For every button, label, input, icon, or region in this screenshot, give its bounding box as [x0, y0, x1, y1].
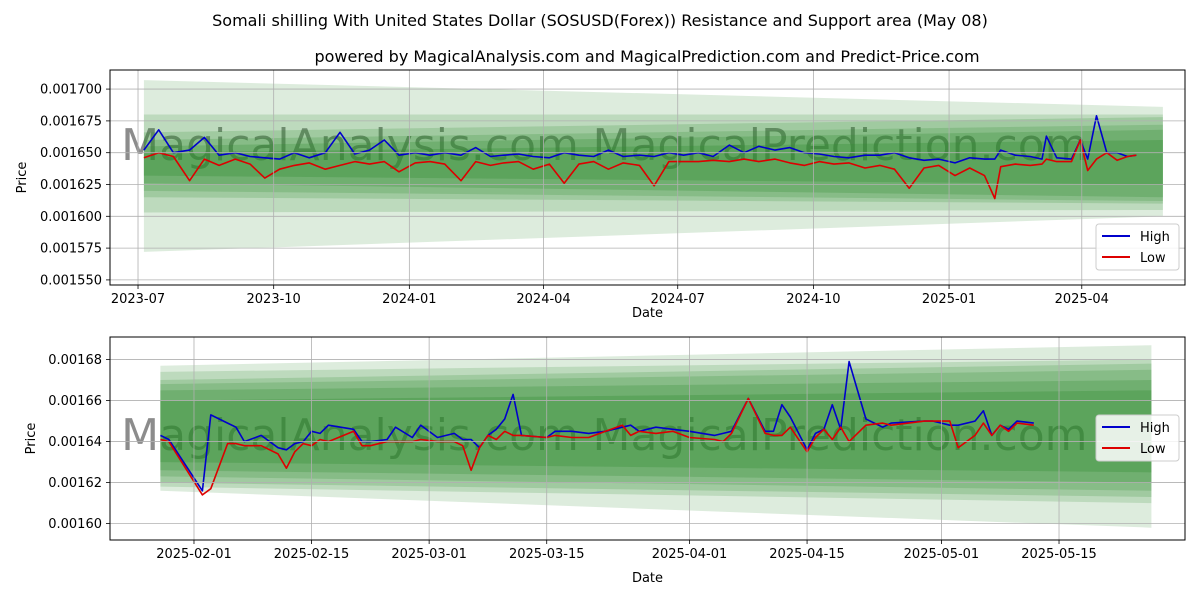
support-resistance-band — [160, 345, 1152, 528]
legend-label-high: High — [1140, 230, 1170, 245]
series-line-low — [143, 139, 1137, 200]
x-tick-label: 2025-02-01 — [156, 547, 232, 562]
watermark-text: MagicalAnalysis.com — [121, 410, 579, 461]
chart-title: Somali shilling With United States Dolla… — [212, 11, 988, 30]
plot-area: MagicalAnalysis.com MagicalPrediction.com — [121, 80, 1163, 252]
series-line-high — [143, 115, 1137, 164]
series-line-high — [160, 360, 1034, 492]
y-tick-label: 0.001650 — [40, 146, 102, 161]
y-tick-label: 0.001625 — [40, 178, 102, 193]
axes-frame — [109, 69, 1186, 286]
y-tick-label: 0.001600 — [40, 210, 102, 225]
legend: High Low — [1095, 414, 1180, 462]
x-axis-label: Date — [632, 571, 663, 586]
legend: High Low — [1095, 223, 1180, 271]
y-tick-label: 0.00168 — [48, 353, 102, 368]
y-axis-label: Price — [15, 162, 30, 194]
upper-chart-panel: MagicalAnalysis.com MagicalPrediction.com… — [15, 69, 1186, 321]
legend-label-high: High — [1140, 421, 1170, 436]
watermark-text: MagicalPrediction.com — [593, 120, 1088, 171]
x-tick-label: 2025-01 — [922, 292, 976, 307]
support-resistance-band — [143, 139, 1163, 185]
legend-label-low: Low — [1140, 442, 1166, 457]
legend-label-low: Low — [1140, 251, 1166, 266]
support-resistance-band — [160, 369, 1152, 491]
x-tick-label: 2023-10 — [247, 292, 301, 307]
support-resistance-band — [143, 117, 1163, 204]
axes-frame — [109, 336, 1186, 541]
series-line-low — [160, 397, 1034, 496]
y-axis-label: Price — [24, 423, 39, 455]
x-tick-label: 2025-03-01 — [391, 547, 467, 562]
x-tick-label: 2025-05-15 — [1021, 547, 1097, 562]
x-tick-label: 2025-04 — [1055, 292, 1109, 307]
x-axis-label: Date — [632, 306, 663, 321]
y-tick-label: 0.001700 — [40, 83, 102, 98]
x-tick-label: 2025-04-01 — [652, 547, 728, 562]
x-tick-label: 2024-04 — [516, 292, 570, 307]
lower-chart-panel: MagicalAnalysis.com MagicalPrediction.com… — [24, 336, 1186, 586]
y-tick-label: 0.001675 — [40, 114, 102, 129]
plot-area: MagicalAnalysis.com MagicalPrediction.com — [121, 345, 1152, 528]
y-tick-label: 0.00162 — [48, 476, 102, 491]
x-tick-label: 2024-01 — [382, 292, 436, 307]
x-tick-label: 2025-02-15 — [274, 547, 350, 562]
x-tick-label: 2025-03-15 — [509, 547, 585, 562]
support-resistance-band — [160, 390, 1152, 473]
x-tick-label: 2025-04-15 — [769, 547, 845, 562]
x-tick-label: 2024-07 — [651, 292, 705, 307]
support-resistance-band — [160, 380, 1152, 483]
support-resistance-band — [143, 80, 1163, 252]
y-tick-label: 0.001550 — [40, 273, 102, 288]
chart-subtitle: powered by MagicalAnalysis.com and Magic… — [314, 47, 979, 66]
support-resistance-band — [143, 124, 1163, 202]
support-resistance-band — [160, 363, 1152, 497]
watermark-text: MagicalPrediction.com — [593, 410, 1088, 461]
x-tick-label: 2024-10 — [786, 292, 840, 307]
y-tick-label: 0.00164 — [48, 435, 102, 450]
x-tick-label: 2025-05-01 — [904, 547, 980, 562]
y-tick-label: 0.00160 — [48, 517, 102, 532]
support-resistance-band — [143, 129, 1163, 198]
y-tick-label: 0.001575 — [40, 242, 102, 257]
x-tick-label: 2023-07 — [111, 292, 165, 307]
support-resistance-band — [160, 359, 1152, 504]
y-tick-label: 0.00166 — [48, 394, 102, 409]
